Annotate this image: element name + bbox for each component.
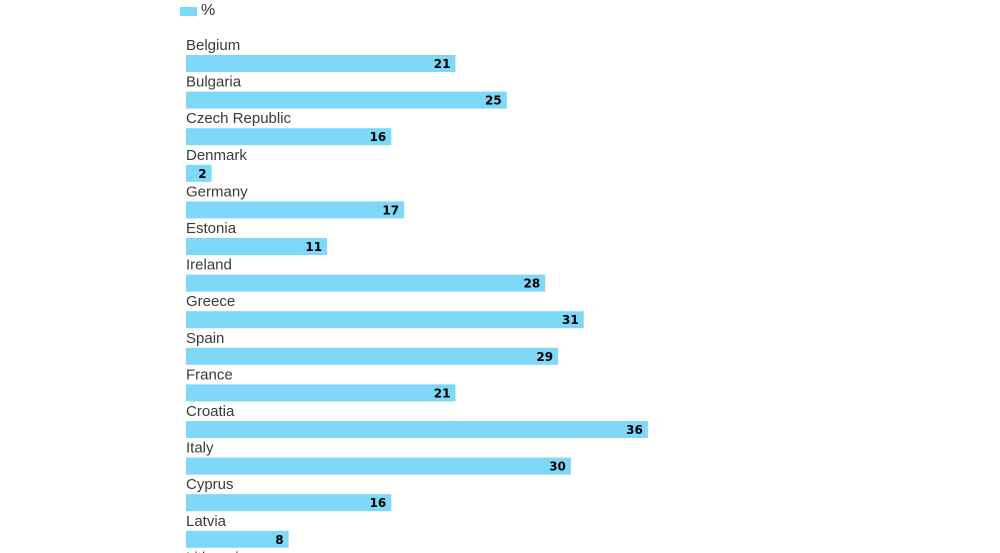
bar[interactable] (186, 238, 328, 255)
bar[interactable] (186, 201, 405, 219)
category-label: Latvia (186, 513, 227, 530)
category-label: Cyprus (186, 476, 234, 493)
legend[interactable]: % (180, 1, 215, 21)
bar[interactable] (186, 421, 648, 438)
data-label: 2 (198, 167, 206, 181)
data-label: 29 (536, 350, 553, 364)
category-label: Greece (186, 293, 235, 310)
data-label: 8 (275, 533, 283, 547)
category-label: Bulgaria (186, 74, 242, 91)
bar[interactable] (186, 128, 392, 146)
bar[interactable] (186, 384, 456, 402)
bar[interactable] (186, 347, 559, 365)
bar[interactable] (186, 457, 571, 475)
bar[interactable] (186, 55, 456, 72)
category-label: Italy (186, 440, 214, 457)
category-label: Czech Republic (186, 110, 292, 127)
bar[interactable] (186, 530, 289, 548)
data-label: 30 (549, 460, 566, 474)
data-label: 17 (382, 203, 399, 217)
data-label: 21 (434, 57, 451, 71)
data-label: 28 (524, 277, 541, 291)
category-label: Belgium (186, 37, 240, 54)
category-label: Lithuania (186, 549, 248, 553)
data-label: 16 (370, 496, 387, 510)
category-label: Ireland (186, 257, 232, 274)
bar[interactable] (186, 494, 392, 512)
category-label: Spain (186, 330, 224, 347)
legend-label: % (201, 2, 216, 19)
legend-swatch (180, 6, 197, 16)
category-label: Denmark (186, 147, 247, 164)
bar[interactable] (186, 91, 507, 109)
category-label: Germany (186, 183, 248, 200)
data-label: 36 (626, 423, 643, 437)
bar[interactable] (186, 274, 546, 292)
bar[interactable] (186, 311, 584, 329)
data-label: 25 (485, 94, 502, 108)
category-label: Estonia (186, 220, 237, 237)
category-label: Croatia (186, 403, 235, 420)
data-label: 21 (434, 386, 451, 400)
data-label: 11 (305, 240, 322, 254)
category-label: France (186, 366, 233, 383)
bar[interactable] (186, 164, 212, 182)
data-label: 31 (562, 313, 579, 327)
data-label: 16 (370, 130, 387, 144)
